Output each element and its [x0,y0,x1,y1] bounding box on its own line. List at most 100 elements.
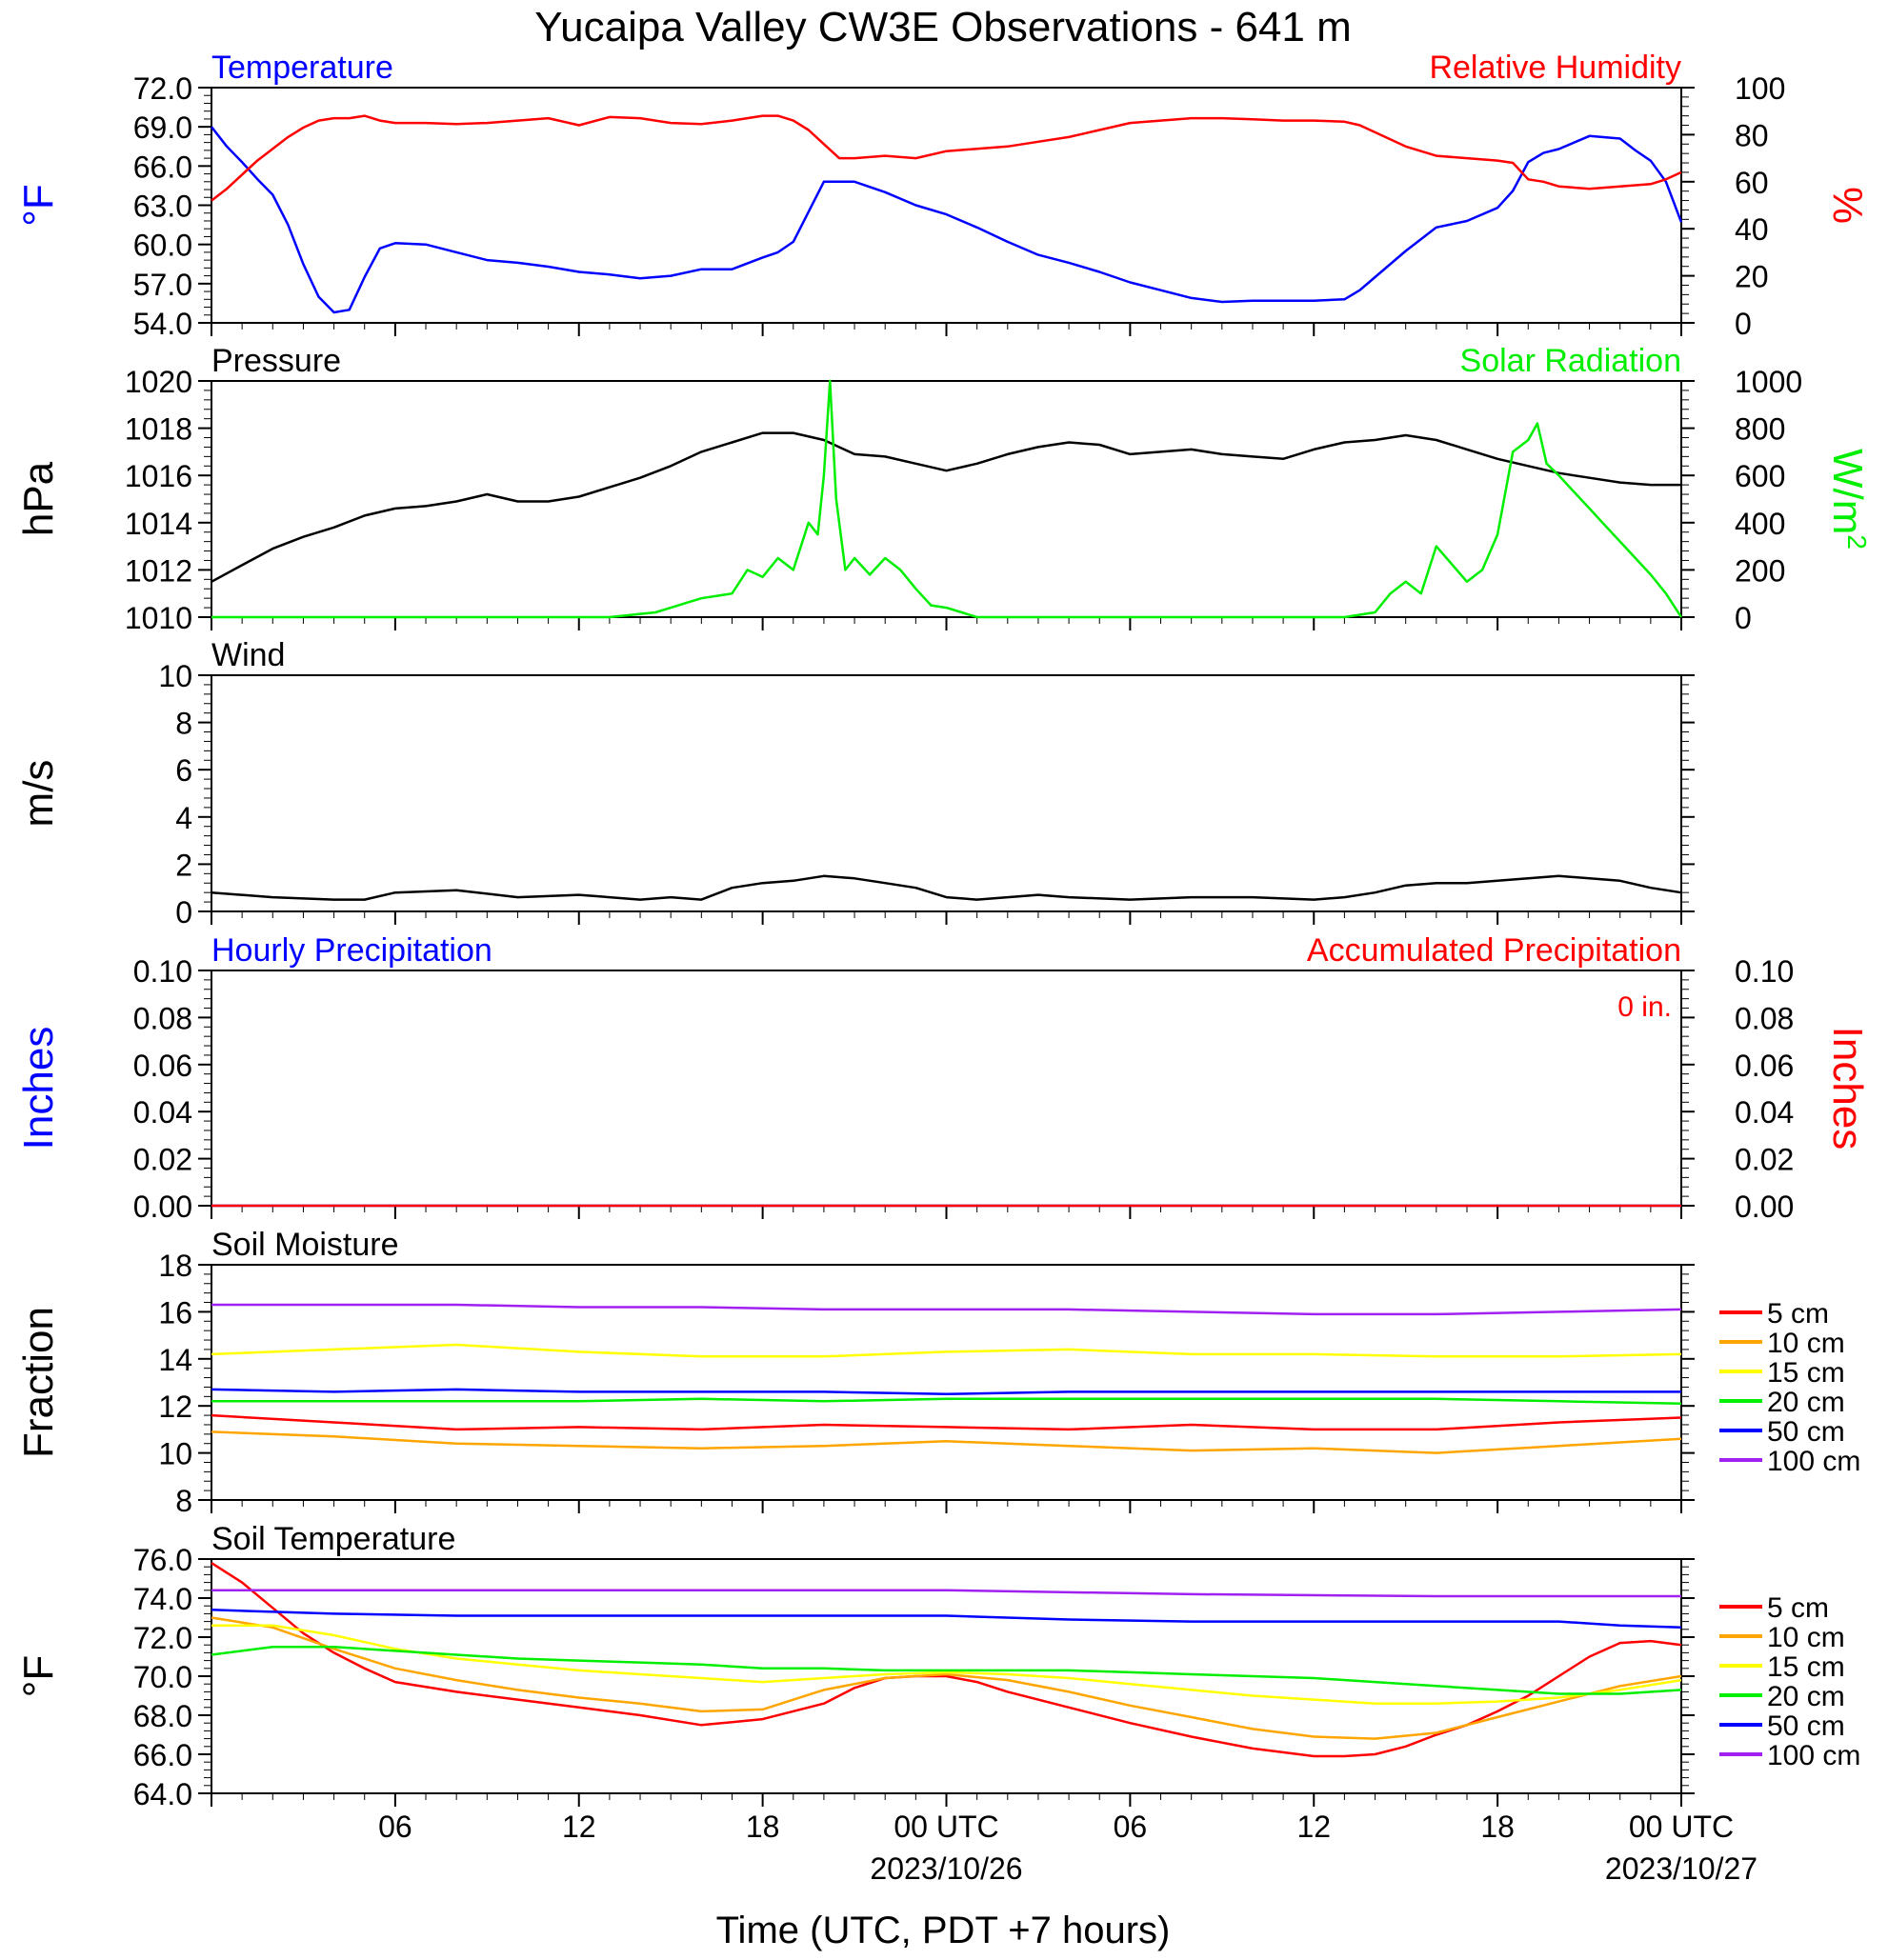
panel-precip: 0.10 0.08 0.06 0.04 0.02 0.00 0.10 0.08 0.06 0.04… [15,932,1871,1224]
legend-label: 10 cm [1767,1622,1845,1653]
y-tick-label-right: 0.04 [1735,1095,1794,1130]
legend-label: 50 cm [1767,1416,1845,1448]
y-tick-label-right: 60 [1735,166,1769,200]
y-tick-label-left: 18 [158,1249,192,1283]
y-axis-label-left: hPa [15,461,62,536]
x-tick-label: 00 UTC [894,1810,998,1844]
y-axis-label-right: % [1824,187,1871,224]
y-tick-label-left: 14 [158,1343,192,1377]
series-line-green-1 [211,379,1683,619]
legend-label: 15 cm [1767,1651,1845,1683]
plot-frame [211,1264,1682,1501]
y-tick-label-right: 600 [1735,459,1785,493]
legend-label: 20 cm [1767,1387,1845,1418]
y-axis-label-left: °F [15,1655,62,1697]
panel-title-right: Accumulated Precipitation [1307,932,1681,969]
y-tick-label-right: 40 [1735,212,1769,247]
legend-label: 10 cm [1767,1328,1845,1359]
panel-pressure_solar: 1020 1018 1016 1014 1012 1010 1000 800 600 400 200… [15,343,1873,635]
panel-title-left: Hourly Precipitation [211,932,492,969]
y-tick-label-left: 57.0 [133,268,192,302]
y-tick-label-left: 72.0 [133,1621,192,1655]
legend-label: 50 cm [1767,1710,1845,1742]
y-tick-label-left: 68.0 [133,1699,192,1733]
y-tick-label-right: 100 [1735,71,1785,106]
x-tick-label: 18 [1480,1810,1515,1844]
panel-title-left: Wind [211,637,285,673]
y-axis-label-left: °F [15,184,62,226]
y-tick-label-left: 0 [175,895,192,930]
panel-wind: 10 8 6 4 2 0 Wind m/s [15,637,1695,930]
panel-title-left: Soil Temperature [211,1521,455,1557]
x-tick-label: 12 [1296,1810,1331,1844]
y-tick-label-left: 0.08 [133,1001,192,1035]
series-line-15-cm [211,1624,1682,1705]
series-line-100-cm [211,1303,1682,1316]
y-axis-label-right: W/m2 [1824,449,1873,550]
y-tick-label-right: 0 [1735,601,1752,635]
y-axis-label-left: Fraction [15,1307,62,1458]
y-tick-label-left: 76.0 [133,1543,192,1577]
y-tick-label-left: 1014 [125,507,192,541]
y-tick-label-left: 66.0 [133,1738,192,1772]
x-tick-label: 18 [746,1810,780,1844]
legend-label: 5 cm [1767,1298,1829,1330]
series-line-red-1 [211,114,1682,202]
y-tick-label-right: 0.06 [1735,1049,1794,1083]
x-tick-label: 06 [1114,1810,1148,1844]
y-tick-label-right: 1000 [1735,365,1802,399]
series-line-black-0 [211,431,1681,583]
series-line-20-cm [211,1397,1682,1405]
y-tick-label-left: 10 [158,659,192,693]
x-tick-label: 06 [378,1810,412,1844]
date-label: 2023/10/27 [1605,1851,1757,1886]
y-tick-label-left: 1018 [125,412,192,447]
y-tick-label-left: 64.0 [133,1777,192,1811]
y-tick-label-left: 0.00 [133,1190,192,1224]
panel-temp_rh: 72.0 69.0 66.0 63.0 60.0 57.0 54.0 100 80 60 40 20 0… [15,50,1871,341]
y-tick-label-left: 8 [175,1484,192,1518]
y-tick-label-right: 0 [1735,307,1752,341]
panel-title-left: Pressure [211,343,341,379]
legend-label: 100 cm [1767,1740,1860,1771]
legend-label: 5 cm [1767,1592,1829,1624]
main-title: Yucaipa Valley CW3E Observations - 641 m [534,4,1352,50]
y-tick-label-left: 63.0 [133,190,192,224]
y-tick-label-left: 4 [175,801,192,835]
panel-title-left: Temperature [211,50,393,86]
date-label: 2023/10/26 [870,1851,1022,1886]
y-axis-label-right: Inches [1824,1027,1871,1150]
x-tick-label: 12 [562,1810,596,1844]
y-axis-label-superscript: 2 [1843,534,1873,550]
y-tick-label-right: 80 [1735,118,1769,152]
y-tick-label-left: 74.0 [133,1582,192,1616]
y-tick-label-right: 200 [1735,553,1785,588]
accumulated-total: 0 in. [1617,991,1672,1023]
y-tick-label-left: 0.04 [133,1095,192,1130]
y-tick-label-left: 1016 [125,459,192,493]
panel-title-right: Solar Radiation [1460,343,1681,379]
series-line-10-cm [211,1616,1682,1740]
y-tick-label-right: 800 [1735,412,1785,447]
y-tick-label-left: 10 [158,1437,192,1471]
legend-label: 20 cm [1767,1681,1845,1712]
y-tick-label-left: 8 [175,707,192,741]
plot-frame [211,674,1682,912]
y-tick-label-left: 0.02 [133,1143,192,1177]
y-tick-label-right: 0.00 [1735,1190,1794,1224]
legend-label: 100 cm [1767,1446,1860,1477]
y-tick-label-left: 69.0 [133,110,192,145]
series-line-20-cm [211,1646,1682,1695]
y-tick-label-right: 0.10 [1735,954,1794,989]
series-line-black-0 [211,874,1682,901]
y-axis-label-left: Inches [15,1027,62,1150]
y-tick-label-left: 60.0 [133,229,192,263]
plot-frame [211,970,1682,1207]
legend-label: 15 cm [1767,1357,1845,1389]
series-line-5-cm [211,1562,1682,1758]
panel-soil_temp: 76.0 74.0 72.0 70.0 68.0 66.0 64.0 Soil Tempera… [15,1521,1860,1811]
y-tick-label-left: 12 [158,1390,192,1424]
x-tick-label: 00 UTC [1629,1810,1734,1844]
